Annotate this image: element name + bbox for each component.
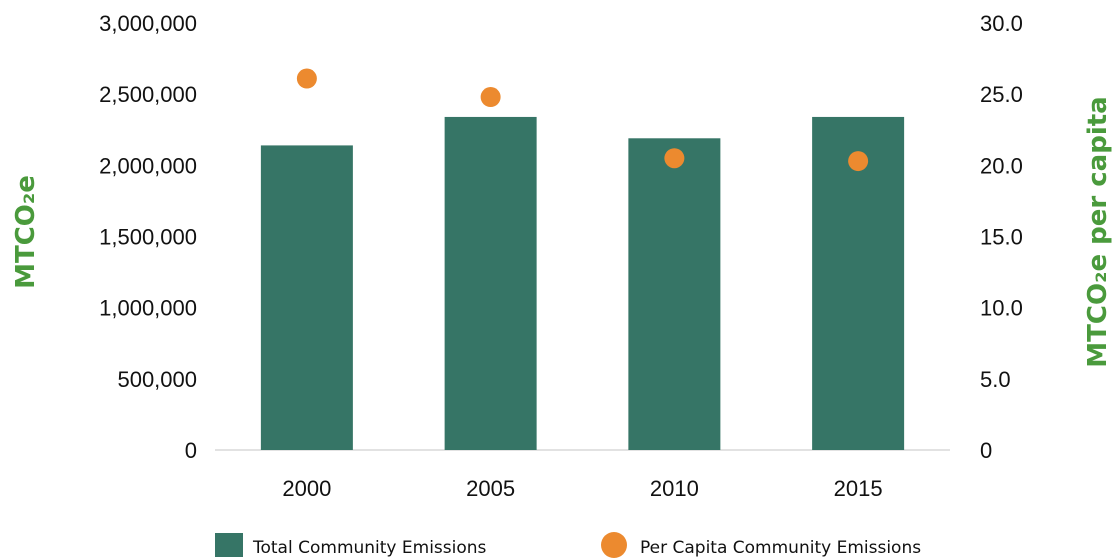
y2-tick-label: 15.0	[980, 225, 1023, 250]
y-tick-label: 1,500,000	[99, 225, 197, 250]
dot-series	[296, 68, 869, 172]
y-tick-label: 0	[185, 438, 197, 463]
y2-tick-label: 10.0	[980, 296, 1023, 321]
bar	[444, 116, 537, 450]
right-axis-ticks: 0 5.0 10.0 15.0 20.0 25.0 30.0	[980, 11, 1023, 463]
y-tick-label: 1,000,000	[99, 296, 197, 321]
bar	[812, 116, 905, 450]
x-tick-label: 2015	[834, 476, 883, 501]
x-tick-label: 2000	[282, 476, 331, 501]
left-axis-ticks: 0 500,000 1,000,000 1,500,000 2,000,000 2,500…	[99, 11, 197, 463]
dot	[664, 148, 685, 169]
x-tick-label: 2005	[466, 476, 515, 501]
y2-axis-title: MTCO₂e per capita	[1083, 96, 1113, 367]
y-tick-label: 2,000,000	[99, 153, 197, 178]
bar-series	[260, 116, 905, 451]
y-tick-label: 500,000	[117, 367, 197, 392]
legend-bar-label: Total Community Emissions	[252, 538, 487, 558]
x-axis-ticks: 2000 2005 2010 2015	[282, 476, 882, 501]
bar	[628, 138, 721, 451]
bar	[260, 145, 353, 450]
dot	[480, 87, 501, 108]
y2-tick-label: 5.0	[980, 367, 1011, 392]
y-tick-label: 3,000,000	[99, 11, 197, 36]
legend: Total Community Emissions Per Capita Com…	[215, 532, 921, 558]
dot	[296, 68, 317, 89]
x-tick-label: 2010	[650, 476, 699, 501]
dot	[848, 151, 869, 172]
legend-bar-swatch	[215, 533, 243, 557]
legend-dot-label: Per Capita Community Emissions	[640, 538, 921, 558]
y-tick-label: 2,500,000	[99, 82, 197, 107]
y2-tick-label: 0	[980, 438, 992, 463]
y-axis-title: MTCO₂e	[11, 175, 41, 289]
y2-tick-label: 30.0	[980, 11, 1023, 36]
legend-dot-swatch	[601, 532, 627, 558]
y2-tick-label: 25.0	[980, 82, 1023, 107]
y2-tick-label: 20.0	[980, 153, 1023, 178]
